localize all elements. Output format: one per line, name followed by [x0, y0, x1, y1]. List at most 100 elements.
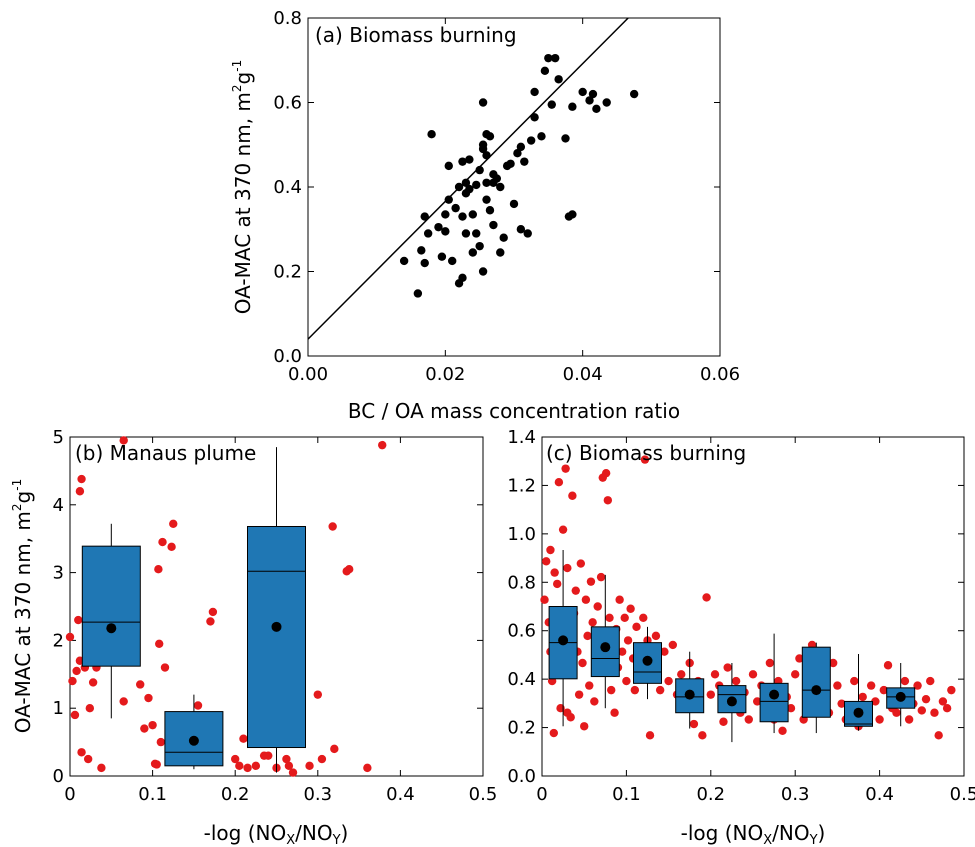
data-point	[140, 724, 149, 733]
data-point	[574, 690, 584, 699]
data-point	[904, 715, 914, 724]
panel-c-ytick-label: 0.6	[507, 621, 536, 642]
data-point	[590, 697, 599, 706]
data-point	[68, 676, 77, 686]
scatter-point	[551, 53, 560, 63]
data-point	[620, 613, 629, 622]
box-mean	[188, 735, 199, 746]
plot-frame-a	[307, 17, 721, 357]
panel-a-xlabel: BC / OA mass concentration ratio	[348, 399, 680, 423]
data-point	[596, 572, 606, 582]
data-point	[765, 658, 775, 668]
scatter-point	[478, 144, 488, 154]
scatter-point	[413, 289, 423, 298]
scatter-point	[437, 252, 447, 261]
data-point	[554, 478, 564, 487]
scatter-point	[629, 89, 639, 99]
data-point	[77, 748, 86, 757]
data-point	[702, 593, 711, 602]
data-point	[934, 731, 943, 740]
scatter-point	[468, 248, 477, 257]
data-point	[837, 699, 846, 708]
data-point	[850, 676, 859, 686]
panel-a-xtick-label: 0.04	[563, 364, 603, 385]
scatter-point	[478, 98, 488, 107]
panel-b-ytick-label: 4	[53, 495, 64, 516]
data-point	[601, 468, 611, 478]
data-point	[88, 678, 98, 687]
data-point	[677, 670, 686, 679]
box-iqr	[801, 646, 831, 718]
data-point	[698, 731, 707, 740]
data-point	[626, 604, 635, 613]
data-point	[552, 579, 562, 589]
data-point	[119, 436, 128, 445]
scatter-point	[516, 142, 526, 152]
panel-b-xlabel: -log (NOX/NOY)	[204, 821, 349, 847]
data-point	[778, 726, 787, 735]
data-point	[251, 761, 261, 771]
data-point	[169, 519, 178, 528]
fit-line	[307, 17, 629, 340]
data-point	[639, 613, 648, 622]
data-point	[317, 754, 327, 764]
data-point	[607, 685, 616, 695]
panel-c-ytick-label: 1.2	[507, 475, 536, 496]
data-point	[875, 715, 884, 724]
panel-b-ylabel: OA-MAC at 370 nm, m2g-1	[10, 479, 35, 733]
data-point	[640, 455, 650, 464]
data-point	[706, 690, 715, 699]
data-point	[344, 565, 354, 574]
data-point	[148, 720, 157, 730]
box-mean	[271, 621, 282, 632]
panel-a: 0.00 0.02 0.04 0.06 0.0 0.2 0.4 0.6 0.8 (a) Biom…	[230, 8, 740, 423]
panel-b-ytick-label: 1	[53, 698, 64, 719]
data-point	[158, 537, 167, 547]
scatter-point	[482, 151, 491, 160]
panel-a-ylabel: OA-MAC at 370 nm, m2g-1	[230, 60, 255, 314]
scatter-point	[448, 256, 457, 266]
scatter-point	[485, 206, 495, 215]
scatter-point	[420, 212, 429, 221]
data-point	[753, 697, 762, 706]
data-point	[136, 680, 145, 689]
data-point	[284, 761, 294, 771]
data-point	[938, 697, 948, 706]
data-point	[167, 542, 176, 552]
panel-b-xtick-label: 0.2	[221, 784, 250, 805]
scatter-point	[496, 182, 505, 192]
box-mean	[106, 623, 117, 634]
data-point	[622, 676, 631, 686]
data-point	[193, 701, 203, 710]
data-point	[156, 737, 166, 747]
panel-b-xtick-label: 0	[64, 784, 75, 805]
scatter-point	[472, 180, 481, 190]
data-point	[871, 697, 880, 706]
data-point	[77, 474, 86, 484]
scatter-point	[592, 104, 601, 114]
data-point	[70, 710, 80, 720]
data-point	[563, 563, 572, 573]
scatter-point	[485, 132, 495, 141]
scatter-point	[516, 225, 526, 234]
data-point	[719, 717, 728, 726]
scatter-point	[399, 256, 409, 266]
scatter-point	[540, 66, 550, 76]
data-point	[833, 681, 842, 690]
data-point	[65, 632, 75, 642]
panel-b-ytick-label: 5	[53, 427, 64, 448]
scatter-point	[520, 157, 529, 166]
data-point	[630, 685, 640, 695]
data-point	[206, 617, 215, 626]
data-point	[235, 761, 244, 771]
data-point	[231, 754, 240, 764]
panel-c-xtick-label: 0.2	[696, 784, 725, 805]
data-point	[549, 728, 559, 738]
scatter-point	[526, 136, 536, 145]
data-point	[900, 676, 910, 686]
panel-c-ytick-label: 0.8	[507, 572, 536, 593]
scatter-point	[530, 113, 539, 122]
data-point	[330, 744, 339, 754]
panel-c-xtick-label: 0	[536, 784, 547, 805]
